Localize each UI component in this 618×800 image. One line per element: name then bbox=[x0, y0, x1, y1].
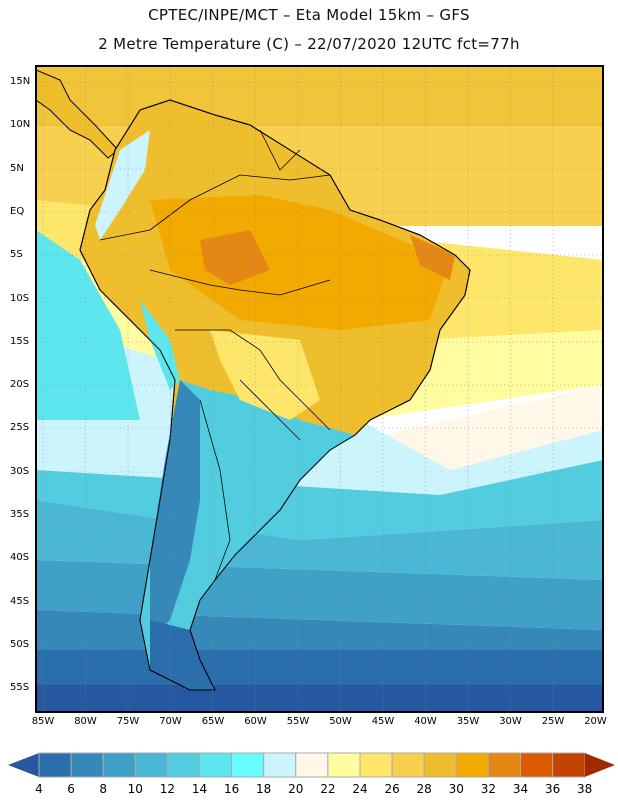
lon-label: 80W bbox=[74, 716, 97, 727]
colorbar-under-triangle bbox=[8, 753, 39, 777]
colorbar-swatch bbox=[359, 752, 393, 778]
coastline bbox=[79, 99, 471, 691]
lon-label: 30W bbox=[499, 716, 522, 727]
andes-north-cool bbox=[95, 130, 150, 240]
lat-label: EQ bbox=[10, 205, 25, 217]
lat-label: 50S bbox=[10, 638, 30, 650]
colorbar-label: 4 bbox=[35, 782, 43, 796]
colorbar-swatch bbox=[102, 752, 136, 778]
colorbar bbox=[8, 752, 615, 778]
ocean-band bbox=[360, 385, 603, 470]
colorbar-label: 26 bbox=[384, 782, 400, 796]
colorbar-swatch bbox=[455, 752, 489, 778]
chaco-region bbox=[210, 330, 320, 420]
patagonia-cold bbox=[150, 620, 215, 690]
colorbar-label: 14 bbox=[191, 782, 208, 796]
lon-label: 25W bbox=[541, 716, 565, 727]
central-america bbox=[36, 69, 119, 159]
hot-spot bbox=[200, 230, 270, 285]
colorbar-swatch bbox=[327, 752, 361, 778]
temperature-map bbox=[35, 65, 604, 713]
lat-label: 20S bbox=[10, 379, 30, 391]
colorbar-swatch bbox=[487, 752, 521, 778]
andes-central-cool bbox=[140, 300, 180, 390]
colorbar-swatch bbox=[199, 752, 233, 778]
colorbar-swatch bbox=[166, 752, 200, 778]
colorbar-label: 32 bbox=[480, 782, 497, 796]
lon-label: 45W bbox=[371, 716, 395, 727]
lon-label: 50W bbox=[329, 716, 352, 727]
lon-label: 40W bbox=[414, 716, 437, 727]
colorbar-swatch bbox=[552, 752, 586, 778]
colorbar-swatch bbox=[295, 752, 329, 778]
colorbar-swatch bbox=[520, 752, 554, 778]
ocean-band bbox=[36, 230, 140, 420]
colorbar-label: 38 bbox=[577, 782, 593, 796]
lat-label: 15N bbox=[10, 76, 31, 87]
lat-label: 25S bbox=[10, 422, 30, 434]
lat-label: 45S bbox=[10, 595, 30, 607]
lat-label: 40S bbox=[10, 552, 30, 564]
colorbar-over-triangle bbox=[584, 753, 615, 777]
colorbar-label: 28 bbox=[416, 782, 432, 796]
andes-cold bbox=[150, 380, 200, 640]
map-frame bbox=[35, 65, 604, 713]
colorbar-label: 30 bbox=[448, 782, 464, 796]
lon-label: 75W bbox=[116, 716, 140, 727]
colorbar-swatch bbox=[134, 752, 168, 778]
colorbar-label: 12 bbox=[159, 782, 176, 796]
lat-label: 10N bbox=[10, 119, 31, 131]
lon-label: 55W bbox=[286, 716, 310, 727]
colorbar-label: 6 bbox=[67, 782, 75, 796]
lat-label: 5N bbox=[10, 162, 24, 174]
hot-spot bbox=[410, 235, 455, 280]
colorbar-label: 24 bbox=[352, 782, 368, 796]
colorbar-label: 10 bbox=[127, 782, 143, 796]
colorbar-label: 16 bbox=[223, 782, 240, 796]
colorbar-swatch bbox=[391, 752, 425, 778]
colorbar-swatch bbox=[263, 752, 297, 778]
lat-label: 30S bbox=[10, 465, 30, 477]
lat-label: 10S bbox=[10, 292, 30, 304]
amazon-hot-region bbox=[150, 195, 450, 330]
country-borders bbox=[99, 129, 331, 581]
lon-label: 65W bbox=[201, 716, 225, 727]
lon-label: 20W bbox=[584, 716, 607, 727]
colorbar-swatch bbox=[38, 752, 72, 778]
lon-label: 60W bbox=[244, 716, 267, 727]
lat-label: 35S bbox=[10, 509, 30, 520]
lat-label: 15S bbox=[10, 335, 30, 347]
colorbar-label: 8 bbox=[99, 782, 107, 796]
lat-label: 55S bbox=[10, 682, 30, 694]
title-source: CPTEC/INPE/MCT – Eta Model 15km – GFS bbox=[148, 6, 470, 24]
colorbar-label: 20 bbox=[288, 782, 304, 796]
lat-label: 5S bbox=[10, 249, 23, 261]
colorbar-label: 18 bbox=[256, 782, 272, 796]
lon-label: 85W bbox=[31, 716, 55, 727]
colorbar-swatch bbox=[70, 752, 104, 778]
colorbar-label: 22 bbox=[320, 782, 336, 796]
colorbar-swatch bbox=[423, 752, 457, 778]
colorbar-label: 34 bbox=[512, 782, 529, 796]
lon-label: 35W bbox=[456, 716, 480, 727]
title-variable: 2 Metre Temperature (C) – 22/07/2020 12U… bbox=[98, 35, 520, 53]
lon-label: 70W bbox=[159, 716, 182, 727]
ocean-band bbox=[36, 66, 603, 126]
graticule bbox=[36, 66, 603, 712]
ocean-band bbox=[36, 685, 603, 712]
colorbar-label: 36 bbox=[544, 782, 561, 796]
colorbar-swatch bbox=[231, 752, 265, 778]
